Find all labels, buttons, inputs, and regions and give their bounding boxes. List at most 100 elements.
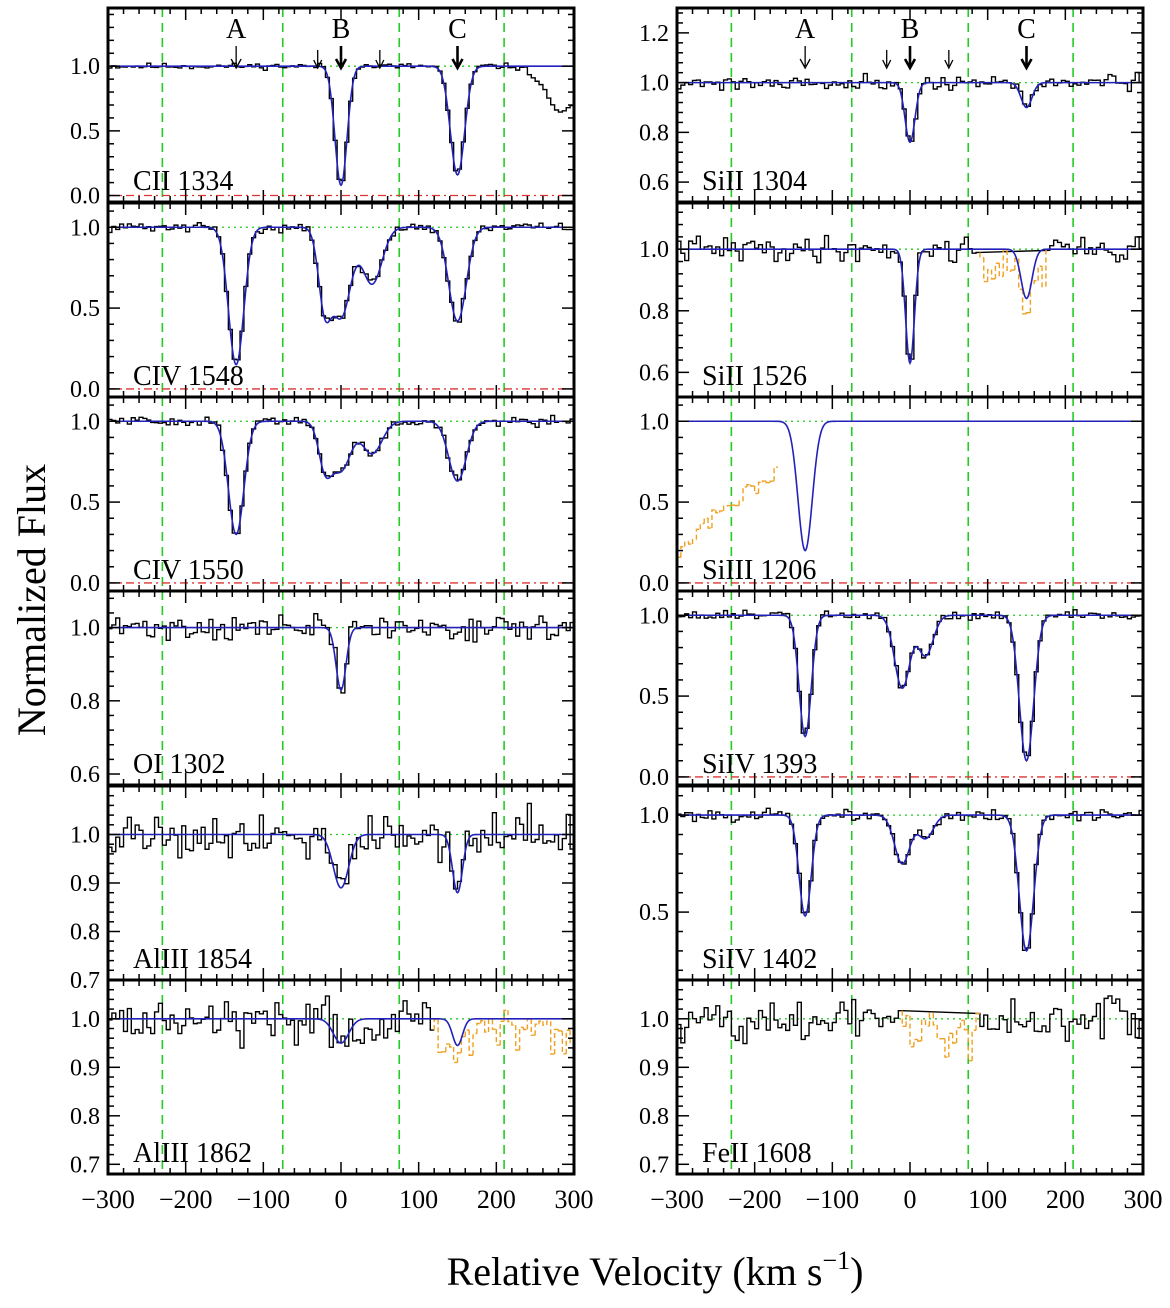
component-label: C	[1017, 14, 1036, 45]
y-tick-label: 0.9	[639, 1055, 669, 1081]
plot-area	[108, 591, 574, 785]
x-tick-label: −300	[81, 1185, 135, 1214]
y-tick-label: 1.0	[70, 1007, 100, 1033]
minor-arrow-head	[375, 59, 385, 70]
y-tick-label: 0.5	[639, 490, 669, 516]
component-arrow-head	[451, 58, 464, 71]
x-tick-label: −200	[159, 1185, 213, 1214]
component-arrow-head	[1020, 58, 1033, 71]
y-tick-label: 0.7	[70, 1152, 100, 1178]
model-fit	[677, 81, 1143, 144]
data-spectrum	[677, 71, 1143, 142]
panel-oi-1302: 0.6 0.8 1.0 OI 1302	[70, 589, 576, 788]
y-tick-label: 0.5	[639, 900, 669, 926]
y-tick-label: 1.2	[639, 21, 669, 47]
y-tick-label: 0.8	[70, 920, 100, 946]
y-tick-label: 0.8	[639, 1104, 669, 1130]
panel-siii-1526: 0.6 0.8 1.0 SiII 1526	[639, 201, 1145, 399]
x-tick-label: 0	[335, 1185, 348, 1214]
y-tick-label: 0.5	[70, 296, 100, 322]
y-tick-label: 0.6	[639, 170, 669, 196]
y-tick-label: 0.8	[639, 120, 669, 146]
ion-label: CIV 1550	[133, 555, 244, 586]
ion-label: SiIV 1393	[702, 749, 817, 780]
x-axis-label: Relative Velocity (km s−1)	[447, 1246, 864, 1294]
component-label: A	[226, 14, 247, 45]
panel-cii-1334: 0.0 0.5 1.0 CII 1334 A B C	[70, 6, 576, 210]
ion-label: CII 1334	[133, 166, 233, 197]
y-tick-label: 0.0	[639, 765, 669, 791]
ion-label: FeII 1608	[702, 1138, 812, 1169]
component-label: B	[332, 14, 351, 45]
data-spectrum	[108, 995, 435, 1049]
component-arrow-head	[799, 58, 811, 70]
model-fit	[108, 226, 574, 366]
x-tick-label: 300	[1124, 1185, 1163, 1214]
blended-data	[677, 466, 778, 558]
panel-grid: 0.0 0.5 1.0 CII 1334 A B C 0.6 0.8 1.0 1.2 SiII 130…	[70, 6, 1163, 1214]
data-spectrum	[108, 222, 574, 361]
y-tick-label: 0.9	[70, 1055, 100, 1081]
component-arrow-head	[230, 58, 242, 70]
y-tick-label: 1.0	[70, 616, 100, 642]
minor-arrow-head	[944, 59, 954, 70]
y-tick-label: 0.5	[639, 684, 669, 710]
ion-label: AlIII 1862	[133, 1138, 252, 1169]
plot-area	[677, 980, 1143, 1174]
x-tick-label: 0	[904, 1185, 917, 1214]
x-tick-label: 200	[1046, 1185, 1085, 1214]
model-fit	[677, 420, 1143, 552]
y-tick-label: 0.6	[639, 360, 669, 386]
y-tick-label: 0.7	[639, 1152, 669, 1178]
panel-aliii-1862: 0.7 0.8 0.9 1.0 AlIII 1862 −300 −200 −100 0 100 20…	[70, 978, 594, 1214]
ion-label: SiIV 1402	[702, 944, 817, 975]
y-tick-label: 0.8	[70, 1104, 100, 1130]
component-arrow-head	[903, 58, 917, 71]
y-tick-label: 1.0	[639, 1007, 669, 1033]
model-fit	[108, 833, 574, 894]
y-tick-label: 0.0	[70, 184, 100, 210]
ion-label: OI 1302	[133, 749, 226, 780]
model-fit	[677, 814, 1143, 953]
panel-civ-1550: 0.0 0.5 1.0 CIV 1550	[70, 395, 576, 597]
model-fit	[108, 1018, 574, 1047]
plot-area	[677, 8, 1143, 202]
y-tick-label: 0.5	[70, 119, 100, 145]
y-tick-label: 0.0	[70, 377, 100, 403]
model-fit	[108, 626, 574, 691]
y-tick-label: 0.6	[70, 762, 100, 788]
y-tick-label: 0.5	[70, 490, 100, 516]
y-tick-label: 0.8	[70, 689, 100, 715]
y-tick-label: 0.7	[70, 968, 100, 994]
y-tick-label: 1.0	[70, 823, 100, 849]
plot-area	[677, 203, 1143, 397]
data-spectrum	[108, 802, 574, 890]
component-arrow-head	[334, 58, 348, 71]
plot-area	[108, 8, 574, 202]
y-axis-label: Normalized Flux	[9, 464, 54, 736]
model-fit	[677, 248, 1143, 366]
panel-civ-1548: 0.0 0.5 1.0 CIV 1548	[70, 201, 576, 403]
ion-label: SiII 1304	[702, 166, 807, 197]
data-spectrum	[677, 995, 1143, 1045]
component-label: B	[901, 14, 920, 45]
component-label: A	[795, 14, 816, 45]
panel-siiv-1393: 0.0 0.5 1.0 SiIV 1393	[639, 589, 1145, 791]
y-tick-label: 1.0	[639, 71, 669, 97]
x-tick-label: 300	[555, 1185, 594, 1214]
ion-label: SiII 1526	[702, 361, 807, 392]
x-tick-label: 200	[477, 1185, 516, 1214]
plot-area	[677, 786, 1143, 980]
x-tick-label: 100	[968, 1185, 1007, 1214]
plot-area	[108, 786, 574, 980]
model-fit	[677, 614, 1143, 762]
model-fit	[108, 65, 574, 187]
blended-data	[901, 1010, 980, 1062]
plot-area	[108, 980, 574, 1174]
ion-label: SiIII 1206	[702, 555, 816, 586]
x-tick-label: −100	[805, 1185, 859, 1214]
panel-feii-1608: 0.7 0.8 0.9 1.0 FeII 1608 −300 −200 −100 0 100 200…	[639, 978, 1163, 1214]
ion-label: AlIII 1854	[133, 944, 252, 975]
ion-label: CIV 1548	[133, 361, 244, 392]
